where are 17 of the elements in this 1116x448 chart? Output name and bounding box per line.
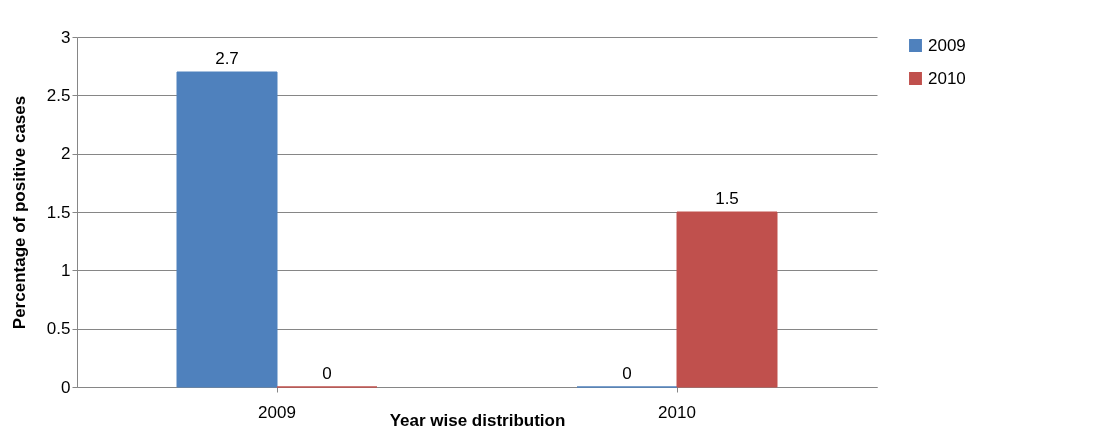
data-label: 0: [322, 364, 332, 383]
y-tick-label: 1: [61, 260, 71, 280]
data-label: 2.7: [215, 49, 239, 68]
bar: [176, 71, 278, 388]
bar: [676, 211, 778, 388]
y-tick-label: 0.5: [46, 319, 71, 339]
y-tick-label: 2.5: [46, 85, 71, 105]
legend-label: 2010: [928, 68, 966, 88]
data-label: 0: [622, 364, 632, 383]
y-tick-label: 3: [61, 27, 71, 47]
x-axis-title: Year wise distribution: [389, 410, 566, 430]
y-tick-label: 0: [61, 377, 71, 397]
y-axis-title: Percentage of positive cases: [9, 95, 29, 330]
y-tick-label: 1.5: [46, 202, 71, 222]
legend-label: 2009: [928, 35, 966, 55]
y-tick-label: 2: [61, 144, 71, 164]
data-label: 1.5: [715, 189, 739, 208]
